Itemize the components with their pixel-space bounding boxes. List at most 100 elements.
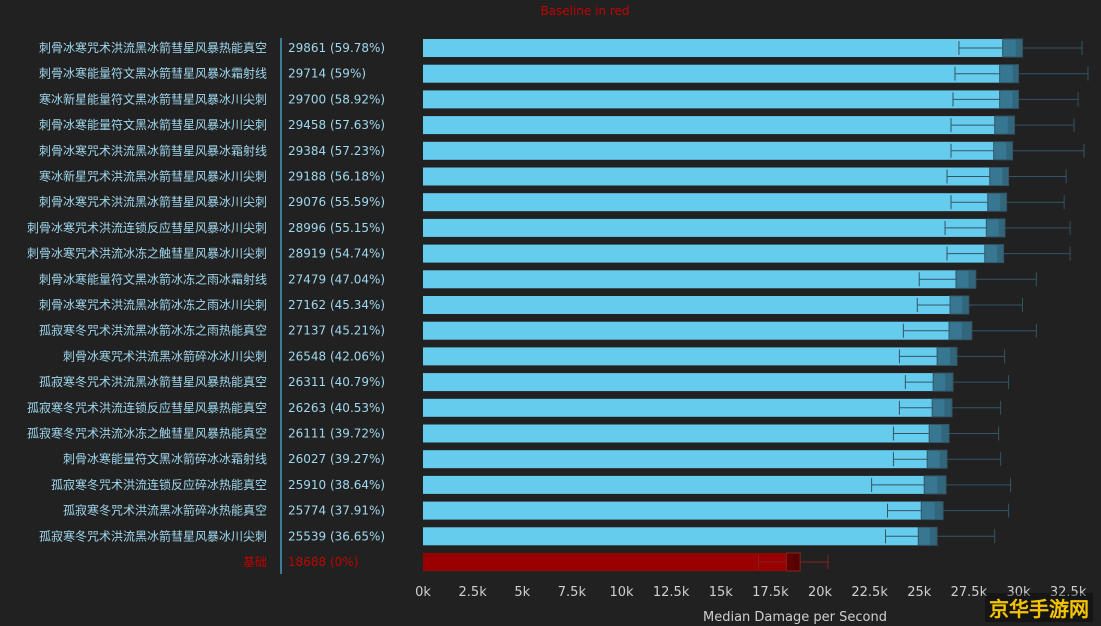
row-value-label: 29076 (55.59%) (288, 195, 385, 209)
bar (423, 218, 999, 237)
row-value-label: 18688 (0%) (288, 555, 358, 569)
x-tick-label: 27.5k (951, 585, 988, 600)
iqr-box (989, 167, 1009, 186)
bar (423, 116, 1008, 135)
row-value-label: 26548 (42.06%) (288, 349, 385, 363)
iqr-box (937, 347, 957, 366)
row-name-label: 孤寂寒冬咒术洪流黑冰箭彗星风暴热能真空 (39, 374, 267, 389)
row-value-label: 27162 (45.34%) (288, 298, 385, 312)
row-value-label: 25910 (38.64%) (288, 478, 385, 492)
iqr-box (984, 244, 1004, 263)
x-axis-label: Median Damage per Second (703, 610, 887, 625)
bar-row: 刺骨冰寒咒术洪流黑冰箭碎冰冰川尖刺 26548 (42.06%) (63, 346, 1006, 366)
bar (423, 270, 969, 289)
x-tick-label: 10k (609, 585, 634, 600)
x-tick-label: 5k (514, 585, 530, 600)
x-tick-labels: 0k 2.5k 5k 7.5k 10k 12.5k 15k 17.5k 20k 22.5k 25k 2… (415, 585, 1087, 600)
row-name-label: 刺骨冰寒咒术洪流黑冰箭彗星风暴热能真空 (39, 40, 267, 55)
x-tick-label: 32.5k (1050, 585, 1087, 600)
bar-row: 孤寂寒冬咒术洪流冰冻之触彗星风暴热能真空 26111 (39.72%) (27, 424, 1000, 443)
iqr-box (921, 501, 944, 520)
bar-row: 孤寂寒冬咒术洪流黑冰箭彗星风暴冰川尖刺 25539 (36.65%) (39, 526, 996, 546)
row-name-label: 孤寂寒冬咒术洪流黑冰箭碎冰热能真空 (63, 503, 267, 518)
bar-row: 刺骨冰寒咒术洪流连锁反应彗星风暴冰川尖刺 28996 (55.15%) (27, 218, 1071, 238)
bar-row: 刺骨冰寒能量符文黑冰箭碎冰冰霜射线 26027 (39.27%) (63, 449, 1002, 469)
bar (423, 347, 950, 366)
row-value-label: 27137 (45.21%) (288, 324, 385, 338)
bar-row: 基础 18688 (0%) (243, 552, 829, 572)
bar (423, 193, 1001, 212)
bar (423, 398, 945, 417)
iqr-box (786, 553, 801, 571)
row-value-label: 29861 (59.78%) (288, 41, 385, 55)
row-value-label: 27479 (47.04%) (288, 272, 385, 286)
iqr-box (999, 90, 1019, 109)
iqr-box (918, 527, 938, 546)
bar-row: 寒冰新星咒术洪流黑冰箭彗星风暴冰川尖刺 29188 (56.18%) (39, 167, 1067, 186)
row-name-label: 刺骨冰寒咒术洪流冰冻之触彗星风暴冰川尖刺 (27, 246, 267, 261)
bar-row: 刺骨冰寒能量符文黑冰箭彗星风暴冰霜射线 29714 (59%) (39, 64, 1089, 84)
bar-row: 寒冰新星能量符文黑冰箭彗星风暴冰川尖刺 29700 (58.92%) (39, 89, 1079, 109)
iqr-box (955, 270, 976, 289)
iqr-box (999, 64, 1019, 83)
row-name-label: 刺骨冰寒咒术洪流黑冰箭冰冻之雨冰川尖刺 (39, 297, 267, 312)
bar (423, 501, 935, 520)
chart-subtitle: Baseline in red (540, 4, 629, 18)
bar-rows: 刺骨冰寒咒术洪流黑冰箭彗星风暴热能真空 29861 (59.78%) 刺骨冰寒能量符… (27, 38, 1089, 572)
bar-row: 刺骨冰寒咒术洪流黑冰箭冰冻之雨冰川尖刺 27162 (45.34%) (39, 295, 1023, 315)
bar-row: 刺骨冰寒能量符文黑冰箭彗星风暴冰川尖刺 29458 (57.63%) (39, 115, 1075, 135)
row-name-label: 刺骨冰寒咒术洪流连锁反应彗星风暴冰川尖刺 (27, 220, 267, 235)
row-name-label: 基础 (243, 555, 267, 569)
row-name-label: 刺骨冰寒能量符文黑冰箭彗星风暴冰川尖刺 (39, 117, 267, 132)
x-tick-label: 0k (415, 585, 431, 600)
x-tick-label: 20k (808, 585, 833, 600)
iqr-box (933, 373, 953, 392)
iqr-box (987, 193, 1007, 212)
row-name-label: 刺骨冰寒咒术洪流黑冰箭彗星风暴冰川尖刺 (39, 194, 267, 209)
x-tick-label: 2.5k (459, 585, 488, 600)
row-name-label: 孤寂寒冬咒术洪流连锁反应彗星风暴热能真空 (27, 400, 267, 415)
x-tick-label: 30k (1006, 585, 1031, 600)
bar-row: 孤寂寒冬咒术洪流黑冰箭彗星风暴热能真空 26311 (40.79%) (39, 372, 1010, 392)
row-name-label: 刺骨冰寒能量符文黑冰箭彗星风暴冰霜射线 (39, 66, 267, 81)
row-name-label: 孤寂寒冬咒术洪流连锁反应碎冰热能真空 (51, 477, 267, 492)
row-value-label: 26111 (39.72%) (288, 427, 385, 441)
bar (423, 424, 942, 443)
row-value-label: 29188 (56.18%) (288, 170, 385, 184)
bar (423, 373, 946, 392)
row-value-label: 29384 (57.23%) (288, 144, 385, 158)
row-value-label: 29700 (58.92%) (288, 92, 385, 106)
bar (423, 244, 998, 263)
row-value-label: 29458 (57.63%) (288, 118, 385, 132)
iqr-box (993, 141, 1013, 160)
row-name-label: 孤寂寒冬咒术洪流黑冰箭彗星风暴冰川尖刺 (39, 528, 267, 543)
row-name-label: 刺骨冰寒咒术洪流黑冰箭彗星风暴冰霜射线 (39, 143, 267, 158)
bar-row: 孤寂寒冬咒术洪流黑冰箭碎冰热能真空 25774 (37.91%) (63, 501, 1010, 521)
row-name-label: 寒冰新星咒术洪流黑冰箭彗星风暴冰川尖刺 (39, 169, 267, 184)
bar (423, 167, 1003, 186)
bar-row: 刺骨冰寒咒术洪流黑冰箭彗星风暴冰霜射线 29384 (57.23%) (39, 141, 1085, 161)
bar (423, 39, 1016, 57)
iqr-box (924, 475, 947, 494)
bar (423, 141, 1007, 160)
x-tick-label: 17.5k (752, 585, 789, 600)
iqr-box (927, 450, 948, 469)
iqr-box (949, 321, 972, 340)
row-value-label: 26311 (40.79%) (288, 375, 385, 389)
row-name-label: 刺骨冰寒能量符文黑冰箭碎冰冰霜射线 (63, 451, 267, 466)
iqr-box (950, 296, 969, 314)
bar-row: 孤寂寒冬咒术洪流黑冰箭冰冻之雨热能真空 27137 (45.21%) (39, 321, 1037, 341)
bar (423, 296, 963, 314)
bar (423, 553, 794, 571)
bar (423, 527, 930, 546)
x-tick-label: 22.5k (851, 585, 888, 600)
row-value-label: 28919 (54.74%) (288, 247, 385, 261)
bar-row: 刺骨冰寒咒术洪流黑冰箭彗星风暴热能真空 29861 (59.78%) (39, 38, 1083, 58)
bar (423, 450, 940, 469)
bar (423, 90, 1013, 109)
iqr-box (932, 398, 953, 417)
bar (423, 475, 938, 494)
row-value-label: 25774 (37.91%) (288, 504, 385, 518)
row-value-label: 26027 (39.27%) (288, 452, 385, 466)
